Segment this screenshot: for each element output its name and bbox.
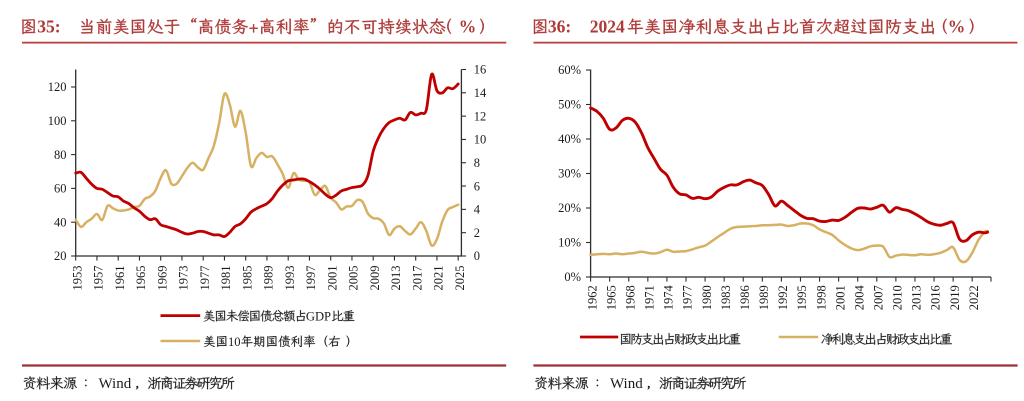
svg-text:40%: 40% (558, 132, 581, 146)
svg-text:1981: 1981 (219, 266, 233, 291)
svg-text:60: 60 (54, 182, 67, 196)
svg-text:1965: 1965 (604, 285, 618, 310)
svg-text:0: 0 (474, 249, 480, 263)
svg-text:2004: 2004 (852, 284, 866, 310)
svg-text:10: 10 (474, 133, 487, 147)
svg-text:35:: 35: (37, 17, 60, 37)
svg-text:2017: 2017 (410, 266, 424, 291)
svg-text:30%: 30% (558, 167, 581, 181)
svg-text:%: % (948, 17, 966, 37)
svg-text:50%: 50% (558, 98, 581, 112)
svg-text:36:: 36: (548, 17, 571, 37)
svg-text:1995: 1995 (795, 285, 809, 310)
svg-text:100: 100 (48, 114, 67, 128)
svg-text:2001: 2001 (833, 285, 847, 310)
svg-text:1968: 1968 (623, 285, 637, 310)
svg-text:1953: 1953 (70, 266, 84, 291)
svg-text:1965: 1965 (134, 266, 148, 291)
svg-text:GDP: GDP (306, 309, 331, 323)
svg-text:2: 2 (474, 226, 480, 240)
svg-text:20%: 20% (558, 201, 581, 215)
svg-text:2013: 2013 (389, 266, 403, 291)
svg-text:4: 4 (474, 203, 481, 217)
svg-text:Wind: Wind (99, 376, 132, 392)
svg-text:2025: 2025 (453, 266, 467, 291)
svg-text:20: 20 (54, 249, 67, 263)
svg-text:80: 80 (54, 148, 67, 162)
svg-text:12: 12 (474, 109, 487, 123)
svg-text:1985: 1985 (240, 266, 254, 291)
svg-text:2024: 2024 (590, 17, 625, 37)
svg-text:2007: 2007 (872, 285, 886, 310)
svg-text:1986: 1986 (738, 285, 752, 310)
svg-text:2022: 2022 (967, 285, 981, 310)
svg-text:1957: 1957 (92, 266, 106, 291)
svg-text:8: 8 (474, 156, 480, 170)
svg-text:60%: 60% (558, 63, 581, 77)
svg-text:1962: 1962 (585, 285, 599, 310)
svg-text:6: 6 (474, 179, 480, 193)
svg-text:1974: 1974 (662, 284, 676, 310)
svg-text:0%: 0% (564, 270, 581, 284)
svg-text:1989: 1989 (262, 266, 276, 291)
svg-text:%: % (459, 17, 477, 37)
svg-text:1977: 1977 (681, 285, 695, 310)
svg-text:1961: 1961 (113, 266, 127, 291)
svg-text:1980: 1980 (700, 285, 714, 310)
svg-text:14: 14 (474, 86, 487, 100)
svg-text:1989: 1989 (757, 285, 771, 310)
svg-text:1973: 1973 (177, 266, 191, 291)
svg-text:2013: 2013 (910, 285, 924, 310)
svg-text:1977: 1977 (198, 266, 212, 291)
svg-text:2016: 2016 (929, 285, 943, 310)
svg-text:1998: 1998 (814, 285, 828, 310)
svg-text:2019: 2019 (948, 285, 962, 310)
svg-text:2021: 2021 (432, 266, 446, 291)
svg-text:1997: 1997 (304, 266, 318, 291)
svg-text:2010: 2010 (891, 285, 905, 310)
svg-text:2005: 2005 (347, 266, 361, 291)
svg-text:120: 120 (48, 80, 67, 94)
svg-text:1971: 1971 (643, 285, 657, 310)
svg-text:40: 40 (54, 215, 67, 229)
svg-text:1993: 1993 (283, 266, 297, 291)
svg-text:Wind: Wind (610, 376, 643, 392)
svg-text:1983: 1983 (719, 285, 733, 310)
svg-text:2009: 2009 (368, 266, 382, 291)
svg-text:1992: 1992 (776, 285, 790, 310)
svg-text:2001: 2001 (325, 266, 339, 291)
svg-text:10: 10 (228, 335, 241, 349)
svg-text:1969: 1969 (155, 266, 169, 291)
svg-text:10%: 10% (558, 236, 581, 250)
svg-text:16: 16 (474, 63, 487, 77)
